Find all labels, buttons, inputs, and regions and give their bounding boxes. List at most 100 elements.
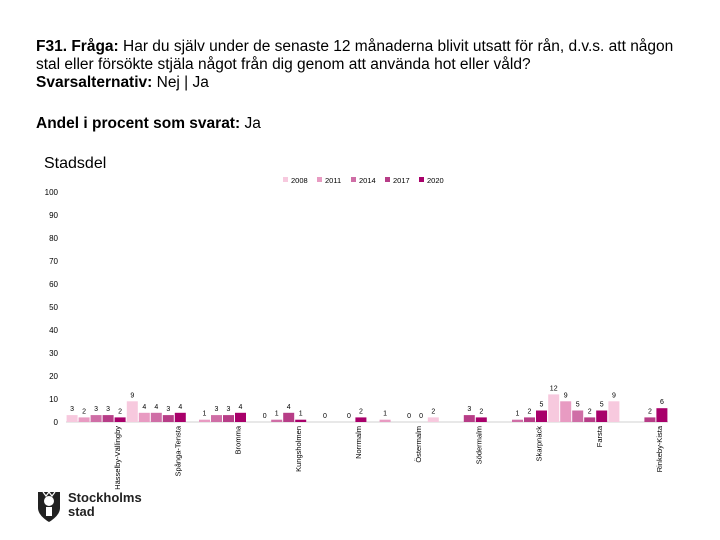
bar-2017 <box>463 415 475 422</box>
data-label: 2 <box>431 408 435 415</box>
y-tick-label: 80 <box>49 234 58 243</box>
category-label: Kungsholmen <box>294 426 303 472</box>
bar-2011 <box>78 417 90 422</box>
bar-2008 <box>126 401 138 422</box>
stockholms-stad-logo: Stockholms stad <box>36 490 156 526</box>
y-tick-label: 20 <box>49 372 58 381</box>
data-label: 3 <box>227 406 231 413</box>
bar-2011 <box>379 419 391 422</box>
alternatives-prefix: Svarsalternativ: <box>36 74 153 91</box>
legend-swatch <box>351 177 356 182</box>
category-label: Farsta <box>595 425 604 447</box>
data-label: 2 <box>359 408 363 415</box>
bar-2020 <box>536 410 547 422</box>
logo-line1: Stockholms <box>68 490 142 505</box>
share-prefix: Andel i procent som svarat: <box>36 115 241 132</box>
data-label: 1 <box>383 411 387 418</box>
data-label: 9 <box>612 392 616 399</box>
data-label: 1 <box>203 411 207 418</box>
bar-2020 <box>295 419 307 422</box>
data-label: 3 <box>467 406 471 413</box>
category-label: Östermalm <box>414 426 423 463</box>
legend-label: 2008 <box>291 176 308 185</box>
question-block: F31. Fråga: Har du själv under de senast… <box>36 38 696 92</box>
bar-2020 <box>355 417 367 422</box>
y-tick-label: 10 <box>49 395 58 404</box>
data-label: 0 <box>323 413 327 420</box>
category-label: Spånga-Tensta <box>173 425 182 476</box>
legend-swatch <box>317 177 322 182</box>
bars <box>66 394 668 422</box>
bar-2017 <box>162 415 174 422</box>
crest-icon <box>38 491 60 522</box>
bar-2008 <box>548 394 560 422</box>
share-text: Ja <box>240 115 261 132</box>
alternatives-line: Svarsalternativ: Nej | Ja <box>36 74 696 92</box>
data-label: 4 <box>239 404 243 411</box>
bar-2011 <box>138 412 150 422</box>
bar-2017 <box>584 417 596 422</box>
legend-label: 2017 <box>393 176 410 185</box>
data-label: 2 <box>528 408 532 415</box>
legend-swatch <box>283 177 288 182</box>
share-line: Andel i procent som svarat: Ja <box>36 115 261 133</box>
data-label: 0 <box>419 413 423 420</box>
data-label: 12 <box>550 385 558 392</box>
data-label: 4 <box>154 404 158 411</box>
bar-2017 <box>524 417 535 422</box>
data-label: 4 <box>178 404 182 411</box>
data-label: 9 <box>130 392 134 399</box>
data-label: 2 <box>588 408 592 415</box>
bar-2014 <box>572 410 584 422</box>
legend: 2008 2011 2014 2017 2020 <box>283 176 444 185</box>
bar-2008 <box>427 417 439 422</box>
legend-swatch <box>419 177 424 182</box>
category-label: Södermalm <box>474 426 483 464</box>
data-label: 2 <box>648 408 652 415</box>
legend-swatch <box>385 177 390 182</box>
data-label: 3 <box>70 406 74 413</box>
bar-2020 <box>114 417 126 422</box>
y-tick-label: 60 <box>49 280 58 289</box>
data-label: 0 <box>407 413 411 420</box>
data-label: 3 <box>166 406 170 413</box>
bar-2020 <box>475 417 487 422</box>
data-label: 3 <box>94 406 98 413</box>
legend-label: 2020 <box>427 176 444 185</box>
question-prefix: F31. Fråga: <box>36 38 119 55</box>
data-label: 5 <box>600 402 604 409</box>
data-label: 1 <box>516 411 520 418</box>
bar-2020 <box>235 412 246 422</box>
question-text: Har du själv under de senaste 12 månader… <box>36 38 674 73</box>
legend-label: 2011 <box>325 176 341 185</box>
logo-line2: stad <box>68 504 95 519</box>
bar-2017 <box>223 415 234 422</box>
logo-text: Stockholms stad <box>68 491 142 519</box>
bar-2011 <box>199 419 210 422</box>
data-label: 3 <box>106 406 110 413</box>
data-label: 0 <box>263 413 267 420</box>
data-label: 4 <box>287 404 291 411</box>
category-label: Norrmalm <box>354 426 363 459</box>
category-label: Hässelby-Vällingby <box>113 426 122 490</box>
alternatives-text: Nej | Ja <box>152 74 209 91</box>
bar-2014 <box>90 415 102 422</box>
bar-2020 <box>656 408 668 422</box>
bar-2017 <box>644 417 656 422</box>
data-label: 1 <box>299 411 303 418</box>
bar-2014 <box>512 419 523 422</box>
category-labels: Hässelby-Vällingby Spånga-Tensta Bromma Kun… <box>113 425 664 490</box>
data-label: 5 <box>540 402 544 409</box>
data-label: 9 <box>564 392 568 399</box>
category-label: Skarpnäck <box>535 426 544 462</box>
bar-2014 <box>271 419 283 422</box>
bar-2017 <box>102 415 114 422</box>
data-label: 3 <box>215 406 219 413</box>
data-label: 4 <box>142 404 146 411</box>
y-tick-label: 0 <box>54 418 59 427</box>
y-tick-label: 70 <box>49 257 58 266</box>
data-label: 6 <box>660 399 664 406</box>
y-tick-label: 30 <box>49 349 58 358</box>
legend-label: 2014 <box>359 176 376 185</box>
